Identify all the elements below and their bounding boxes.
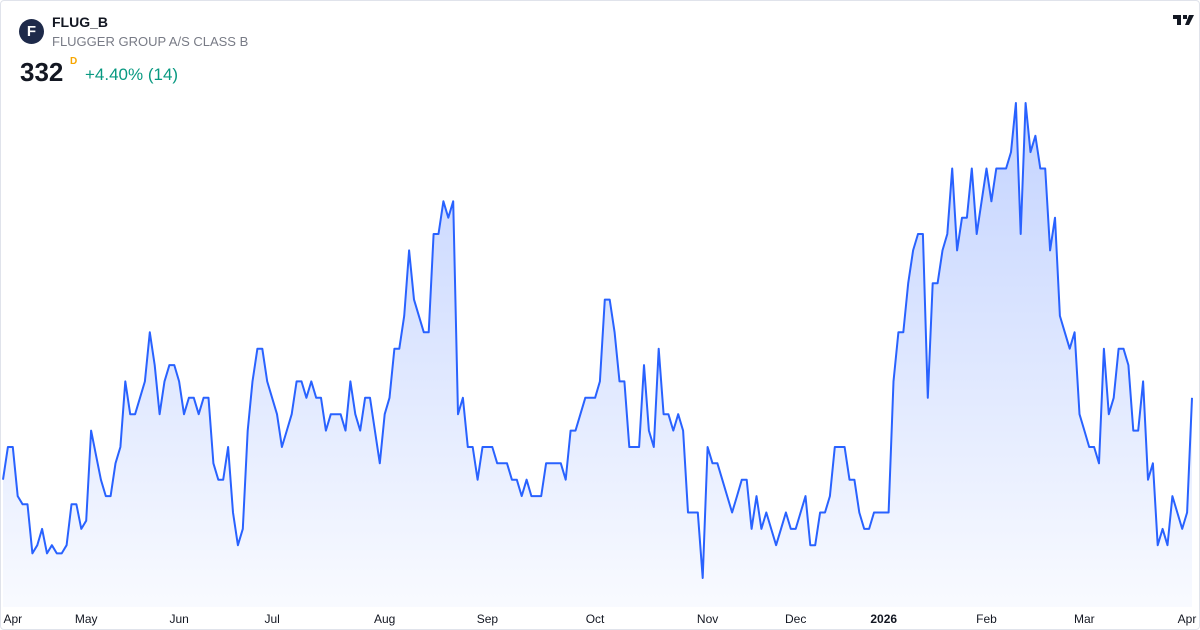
x-tick-label: Mar: [1074, 612, 1095, 626]
x-tick-label: Oct: [586, 612, 605, 626]
symbol-logo: F: [19, 19, 44, 44]
x-tick-label: Aug: [374, 612, 395, 626]
price-line: [2, 102, 1193, 579]
x-tick-label: May: [75, 612, 98, 626]
x-tick-label: 2026: [870, 612, 897, 626]
company-name: FLUGGER GROUP A/S CLASS B: [52, 34, 249, 49]
x-tick-label: Jun: [169, 612, 188, 626]
price-flag: D: [70, 56, 78, 67]
price: 332: [20, 57, 64, 87]
x-tick-label: Feb: [976, 612, 997, 626]
x-tick-label: Jul: [264, 612, 279, 626]
x-tick-label: Sep: [477, 612, 499, 626]
tv-logo[interactable]: [1169, 7, 1199, 35]
price-change: +4.40% (14): [85, 65, 179, 84]
area: [3, 103, 1192, 607]
x-tick-label: Nov: [697, 612, 718, 626]
x-tick-label: Apr: [3, 612, 22, 626]
x-tick-label: Dec: [785, 612, 806, 626]
symbol[interactable]: FLUG_B: [52, 14, 108, 30]
x-tick-label: Apr: [1178, 612, 1197, 626]
